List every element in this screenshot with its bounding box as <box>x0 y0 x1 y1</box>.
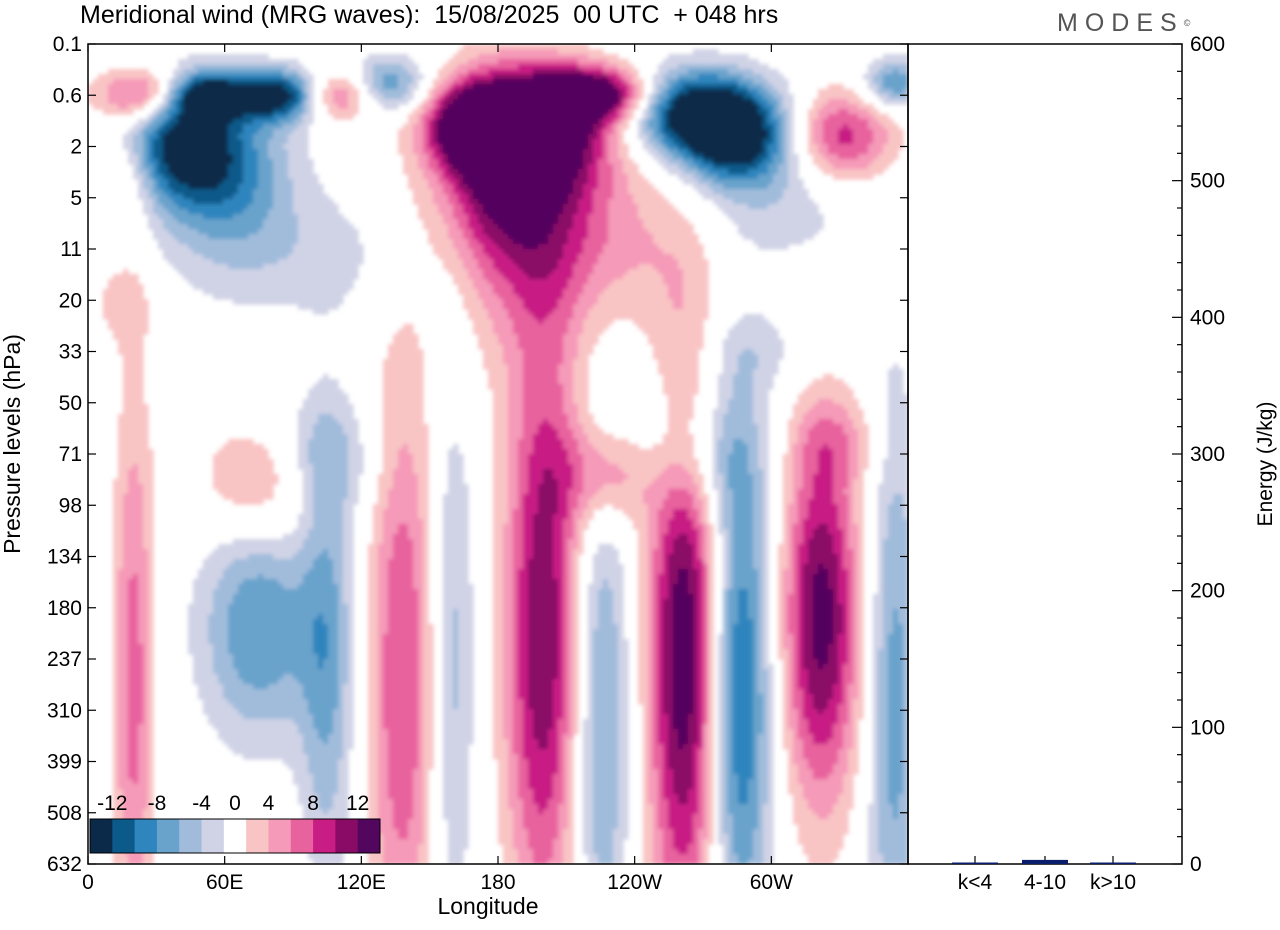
y-tick-label: 98 <box>59 494 82 517</box>
energy-tick-label: 0 <box>1190 853 1202 876</box>
energy-tick-label: 600 <box>1190 33 1225 56</box>
colorbar-swatch <box>179 819 203 853</box>
energy-tick-label: 300 <box>1190 443 1225 466</box>
y-tick-label: 33 <box>59 341 82 364</box>
energy-tick-label: 500 <box>1190 170 1225 193</box>
energy-bar <box>1090 862 1136 864</box>
y-tick-label: 11 <box>60 238 82 261</box>
heatmap-cells <box>88 44 908 864</box>
y-tick-label: 399 <box>47 751 82 774</box>
heatmap-field <box>88 44 908 864</box>
colorbar-swatch <box>134 819 158 853</box>
energy-axis-label: Energy (J/kg) <box>1254 402 1277 527</box>
y-axis-label: Pressure levels (hPa) <box>0 334 25 554</box>
colorbar-swatch <box>223 819 247 853</box>
x-tick-label: 120E <box>337 871 386 894</box>
colorbar-label: -4 <box>192 792 211 815</box>
colorbar-swatch <box>246 819 269 853</box>
colorbar-swatch <box>357 819 381 853</box>
energy-bar <box>1022 859 1068 864</box>
colorbar-swatch <box>335 819 359 853</box>
colorbar-label: -8 <box>148 792 167 815</box>
colorbar-label: 0 <box>229 792 241 815</box>
y-tick-label: 180 <box>47 597 82 620</box>
energy-panel-frame <box>907 43 1183 865</box>
y-tick-label: 632 <box>47 853 82 876</box>
y-tick-label: 5 <box>70 187 82 210</box>
y-tick-label: 237 <box>47 648 82 671</box>
y-tick-label: 0.1 <box>53 33 82 56</box>
energy-tick-label: 400 <box>1190 306 1225 329</box>
colorbar-swatch <box>112 819 136 853</box>
logo-text: MODES <box>1057 9 1184 37</box>
energy-bars: 0 100 200 300 400 500 600 Energy (J/kg) k<4 4-10 k… <box>952 33 1277 894</box>
colorbar-swatch <box>313 819 336 853</box>
x-tick-label: 180 <box>480 871 515 894</box>
energy-category-label: k<4 <box>958 871 993 894</box>
y-tick-label: 134 <box>47 546 82 569</box>
y-tick-label: 71 <box>59 443 82 466</box>
colorbar-swatch <box>201 819 225 853</box>
colorbar-label: 12 <box>346 792 369 815</box>
colorbar-label: 8 <box>307 792 319 815</box>
colorbar-swatch <box>90 819 113 853</box>
x-tick-label: 120W <box>607 871 662 894</box>
colorbar-swatch <box>290 819 314 853</box>
colorbar: -12 -8 -4 0 4 8 12 <box>89 792 381 854</box>
colorbar-label: -12 <box>97 792 127 815</box>
y-tick-label: 310 <box>47 699 82 722</box>
energy-category-label: 4-10 <box>1024 871 1066 894</box>
y-tick-label: 2 <box>70 136 82 159</box>
x-tick-label: 60W <box>750 871 793 894</box>
x-tick-label: 0 <box>82 871 94 894</box>
colorbar-label: 4 <box>263 792 275 815</box>
y-tick-label: 0.6 <box>53 84 82 107</box>
logo-mark: © <box>1183 18 1191 28</box>
y-tick-label: 20 <box>59 289 82 312</box>
y-tick-label: 50 <box>59 392 82 415</box>
colorbar-frame <box>89 818 381 854</box>
energy-tick-label: 200 <box>1190 580 1225 603</box>
x-tick-label: 60E <box>206 871 243 894</box>
modes-logo: MODES© <box>1057 8 1190 38</box>
energy-category-label: k>10 <box>1090 871 1136 894</box>
colorbar-swatch <box>268 819 292 853</box>
chart-title: Meridional wind (MRG waves): 15/08/2025 … <box>80 1 779 29</box>
x-axis-label: Longitude <box>437 893 538 919</box>
energy-bar <box>952 862 998 864</box>
colorbar-swatch <box>156 819 180 853</box>
y-tick-label: 508 <box>47 802 82 825</box>
energy-tick-label: 100 <box>1190 716 1225 739</box>
